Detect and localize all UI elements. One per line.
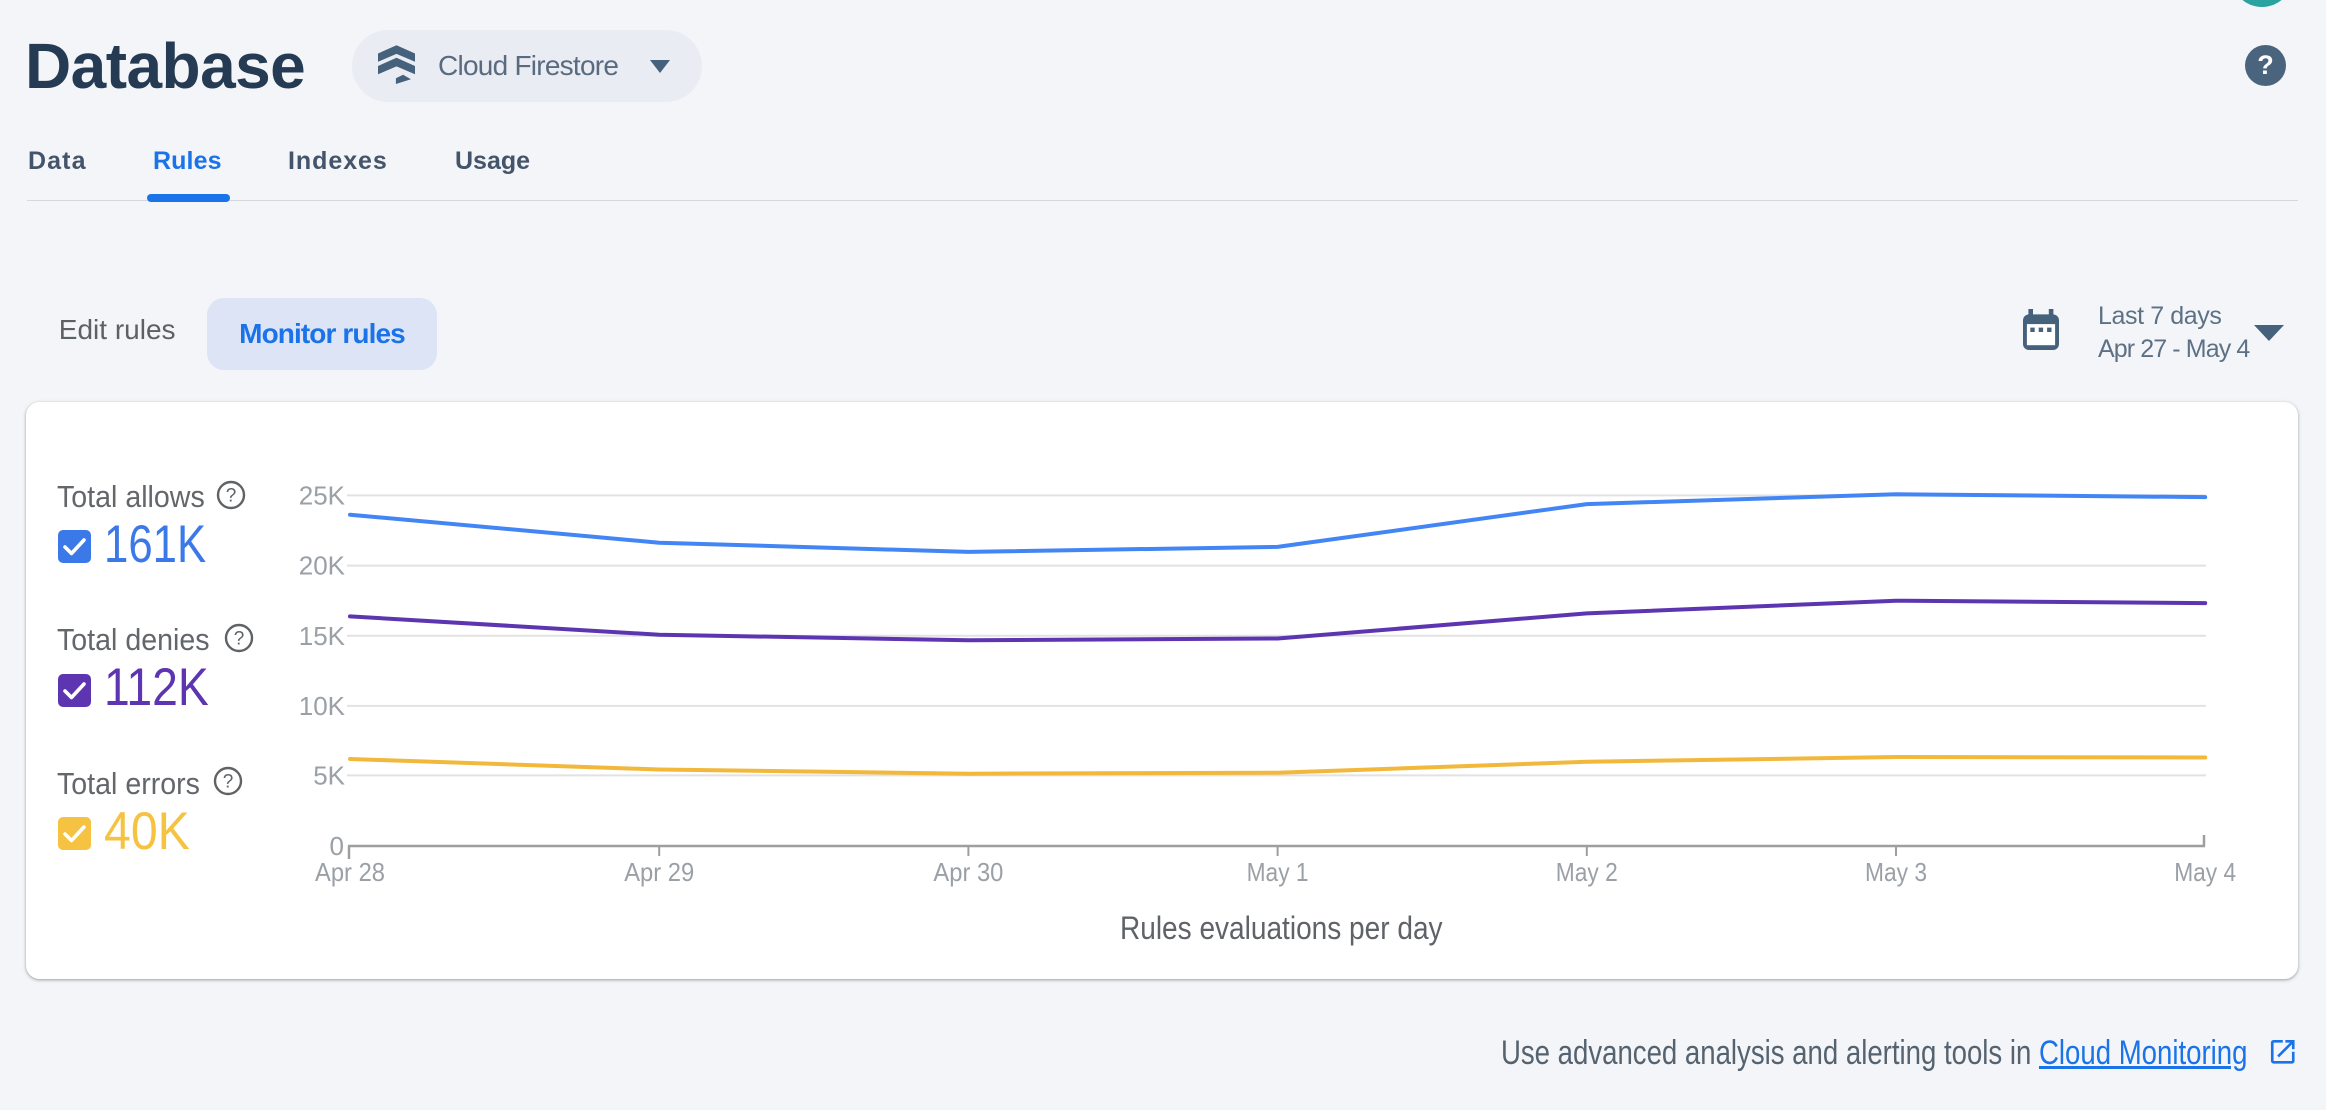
svg-text:?: ? [234,629,245,650]
svg-text:15K: 15K [299,621,346,651]
svg-text:20K: 20K [299,551,346,581]
svg-text:May 2: May 2 [1556,857,1618,887]
svg-text:Apr 28: Apr 28 [315,857,385,887]
svg-text:May 1: May 1 [1247,857,1309,887]
svg-text:May 3: May 3 [1865,857,1927,887]
svg-text:0: 0 [330,831,344,861]
svg-text:Apr 30: Apr 30 [933,857,1003,887]
svg-text:May 4: May 4 [2174,857,2236,887]
svg-text:25K: 25K [299,480,346,510]
svg-text:?: ? [223,772,234,793]
svg-text:5K: 5K [313,760,345,790]
svg-text:10K: 10K [299,691,346,721]
svg-text:Apr 29: Apr 29 [624,857,694,887]
svg-text:?: ? [226,486,237,507]
